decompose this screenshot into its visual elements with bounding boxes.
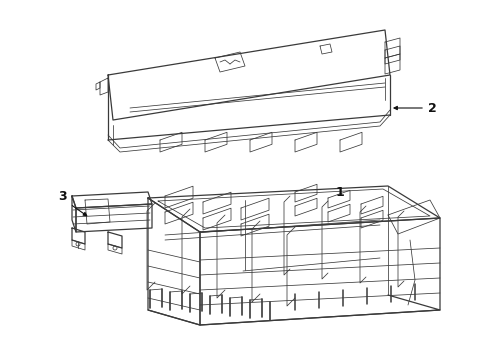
Text: 1: 1 [336, 185, 344, 198]
Text: 3: 3 [58, 189, 66, 202]
Text: 2: 2 [428, 102, 437, 114]
